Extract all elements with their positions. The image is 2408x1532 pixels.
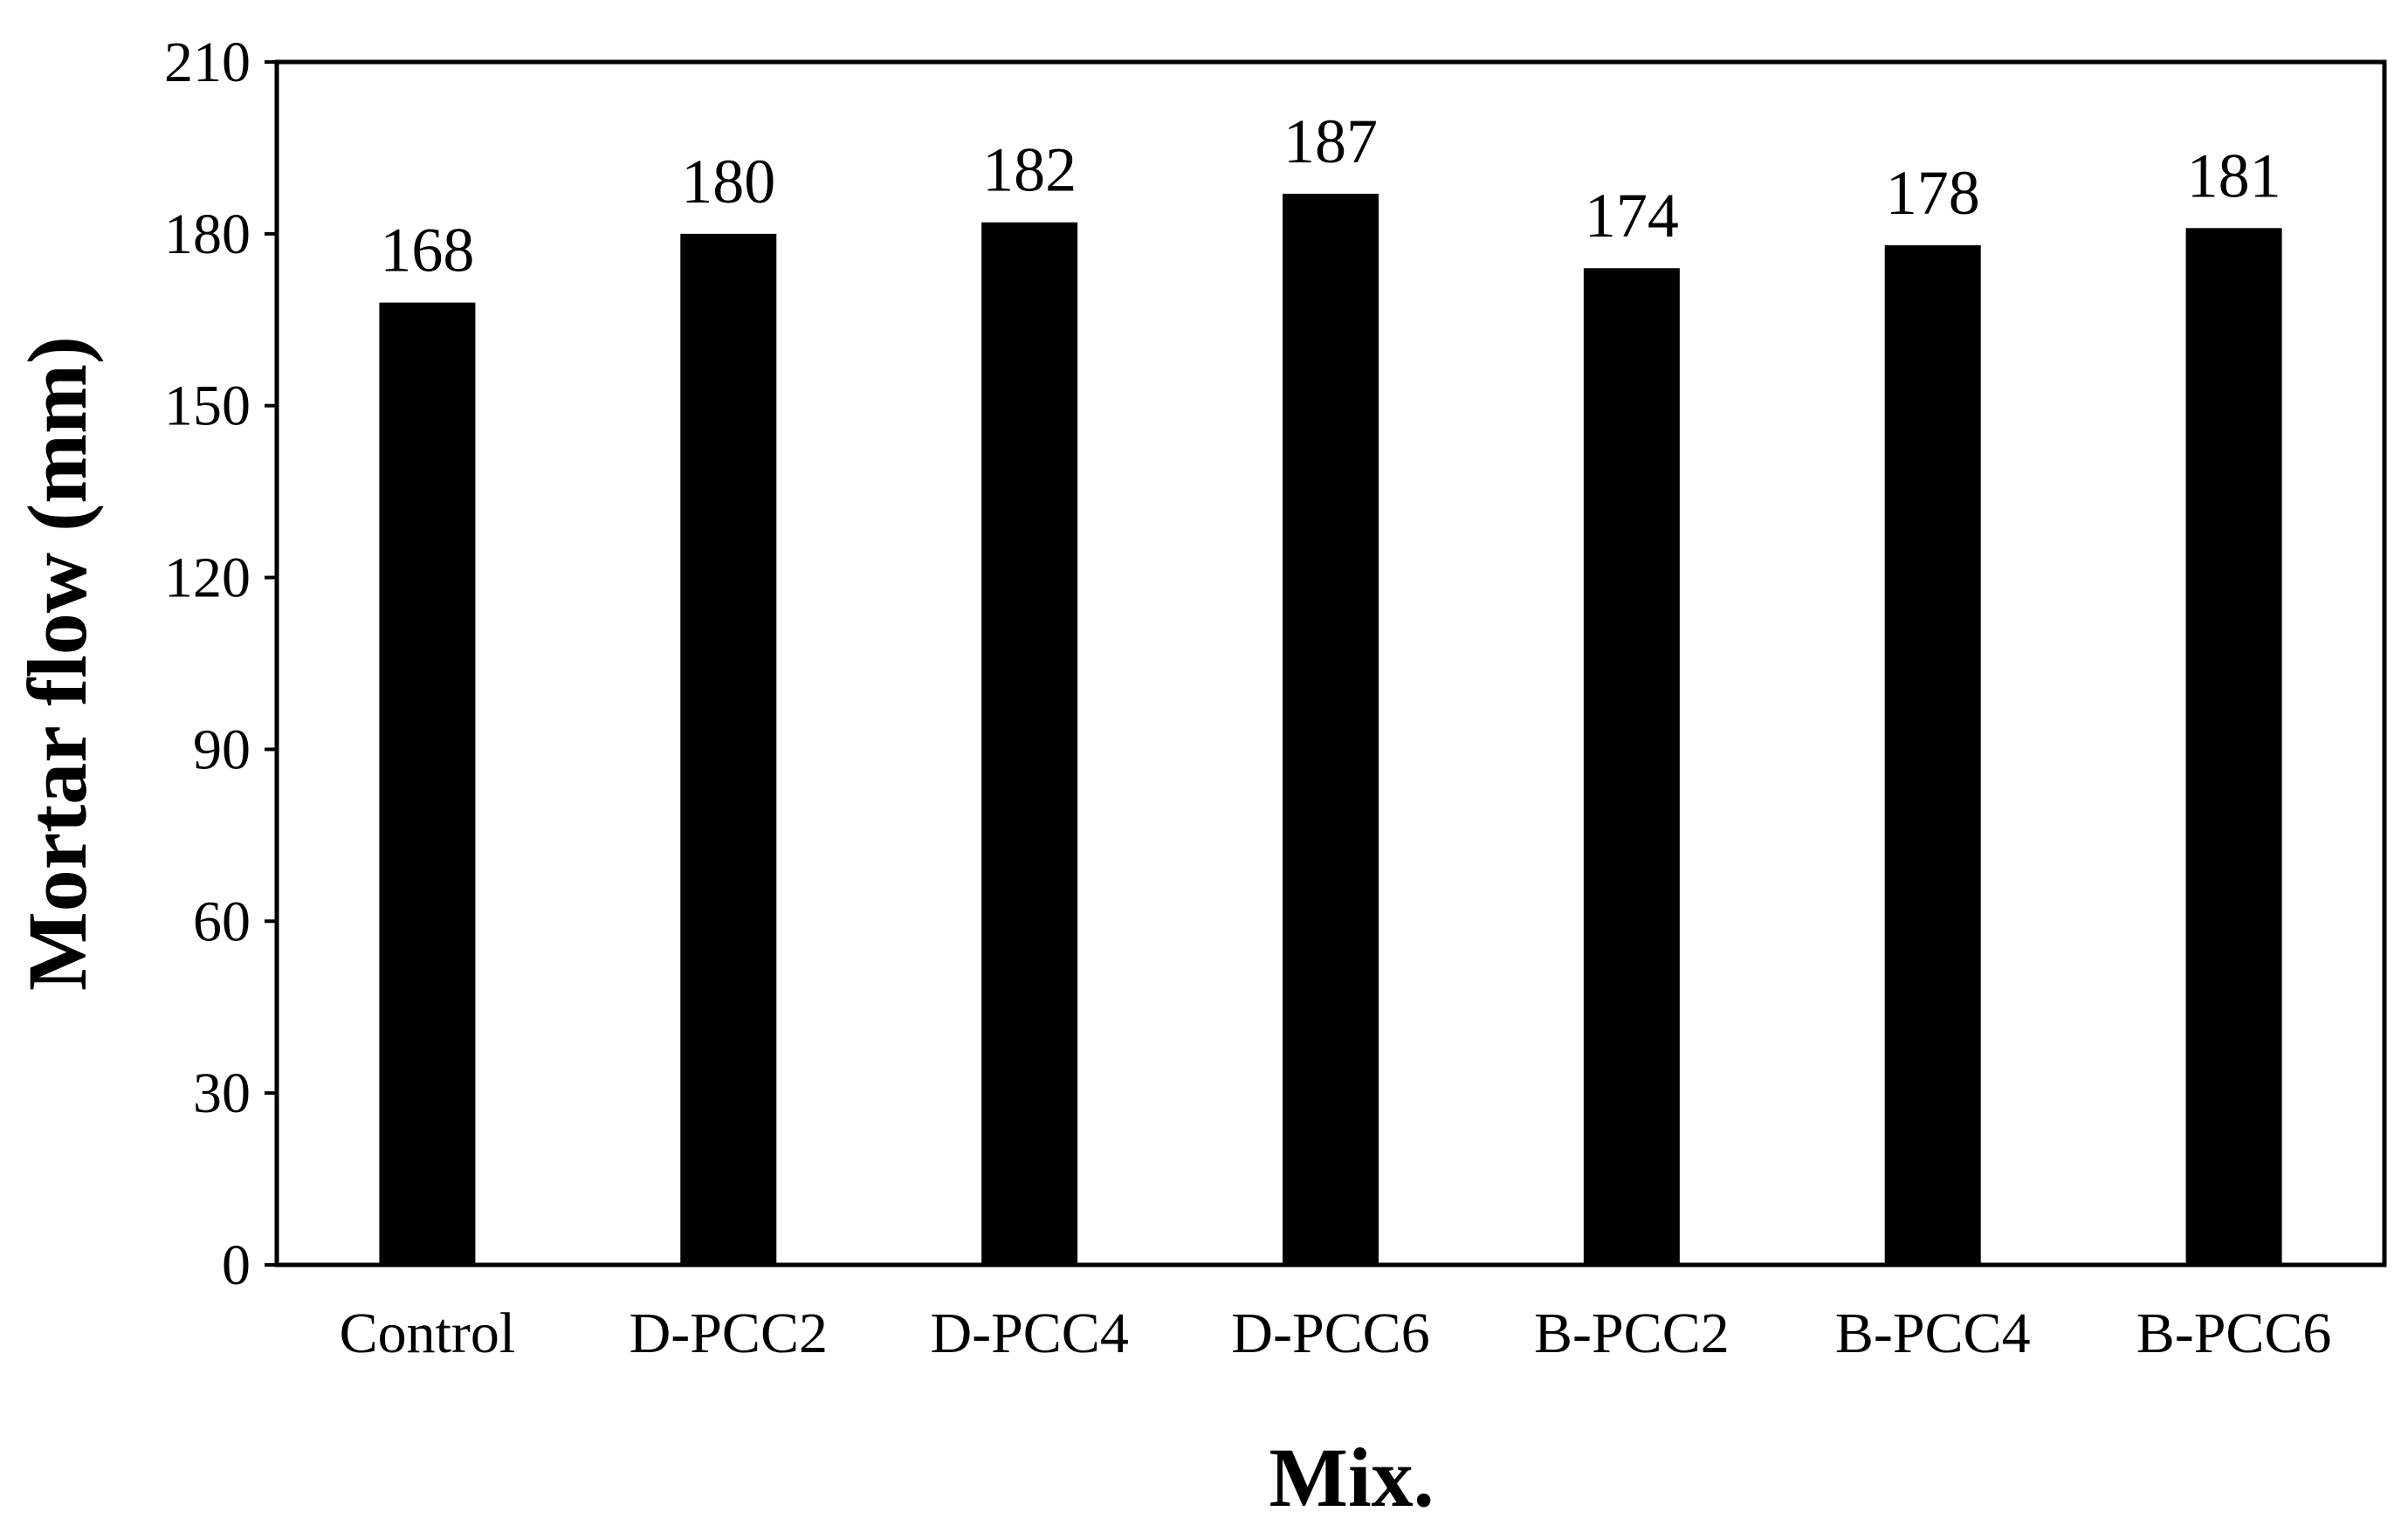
- y-tick-label: 210: [164, 31, 251, 94]
- bar-value-label: 178: [1886, 158, 1980, 228]
- bar-d-pcc6: [1283, 193, 1379, 1265]
- y-axis-ticks: 0 30 60 90 120 150 180 210: [164, 31, 277, 1297]
- plot-area-frame: [274, 59, 2387, 1268]
- bars-group: [379, 193, 2282, 1266]
- x-category-label: D-PCC2: [630, 1302, 828, 1365]
- y-tick-label: 180: [164, 203, 251, 266]
- y-tick-label: 30: [193, 1061, 251, 1125]
- x-axis-title: Mix.: [1269, 1431, 1434, 1524]
- x-category-label: D-PCC6: [1231, 1302, 1429, 1365]
- x-category-label: D-PCC4: [930, 1302, 1128, 1365]
- bar-d-pcc4: [981, 222, 1078, 1265]
- y-tick-label: 120: [164, 546, 251, 610]
- x-axis-ticks: Control D-PCC2 D-PCC4 D-PCC6 B-PCC2 B-PCC4 B-P…: [340, 1302, 2332, 1365]
- bar-value-label: 174: [1585, 181, 1679, 251]
- y-axis-title: Mortar flow (mm): [10, 336, 104, 991]
- bar-value-label: 180: [681, 147, 775, 216]
- bar-value-label: 182: [982, 135, 1077, 205]
- data-labels-group: 168 180 182 187 174 178 181: [380, 106, 2281, 285]
- bar-value-label: 187: [1283, 106, 1378, 176]
- bar-control: [379, 302, 476, 1266]
- bar-value-label: 168: [380, 216, 474, 285]
- x-category-label: Control: [340, 1302, 516, 1365]
- bar-b-pcc4: [1884, 244, 1981, 1265]
- bar-b-pcc6: [2185, 228, 2282, 1266]
- bar-value-label: 181: [2187, 141, 2281, 210]
- bar-d-pcc2: [680, 233, 777, 1265]
- y-tick-label: 90: [193, 718, 251, 781]
- bar-b-pcc2: [1583, 268, 1680, 1266]
- y-tick-label: 0: [222, 1233, 251, 1297]
- x-category-label: B-PCC2: [1534, 1302, 1730, 1365]
- y-tick-label: 60: [193, 890, 251, 953]
- y-tick-label: 150: [164, 374, 251, 438]
- x-category-label: B-PCC4: [1835, 1302, 2031, 1365]
- x-category-label: B-PCC6: [2136, 1302, 2332, 1365]
